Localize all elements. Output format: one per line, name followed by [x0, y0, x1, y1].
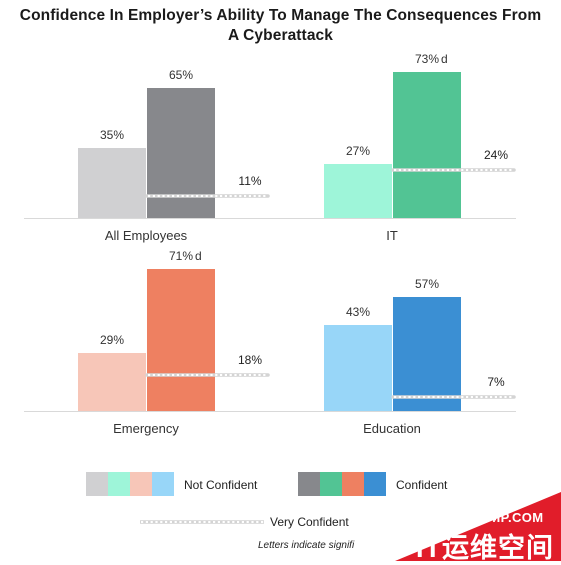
data-label-it-not-confident: 27% [346, 144, 370, 158]
data-label-education-not-confident: 43% [346, 305, 370, 319]
legend-swatch-not-confident-1 [86, 472, 108, 496]
legend-swatch-confident-3 [342, 472, 364, 496]
data-label-education-confident: 57% [415, 277, 439, 291]
bar-education-not-confident [324, 325, 392, 411]
watermark-url: WWW.94IP.COM [440, 510, 544, 525]
bar-it-confident [393, 72, 461, 218]
legend-swatch-not-confident-4 [152, 472, 174, 496]
category-label-education: Education [363, 421, 421, 436]
bar-all-employees-not-confident [78, 148, 146, 218]
legend-very-confident-line [140, 520, 264, 524]
legend-label-confident: Confident [396, 478, 448, 492]
category-label-emergency: Emergency [113, 421, 179, 436]
very-confident-label-it: 24% [484, 148, 508, 162]
legend-swatch-not-confident-3 [130, 472, 152, 496]
legend-swatch-not-confident-2 [108, 472, 130, 496]
bar-education-confident [393, 297, 461, 411]
sig-letter-emergency-confident: d [195, 249, 202, 263]
bar-all-employees-confident [147, 88, 215, 218]
bar-emergency-confident [147, 269, 215, 411]
footnote: Letters indicate signifi [258, 540, 355, 551]
very-confident-label-education: 7% [487, 375, 505, 389]
very-confident-label-emergency: 18% [238, 353, 262, 367]
data-label-emergency-not-confident: 29% [100, 333, 124, 347]
sig-letter-it-confident: d [441, 52, 448, 66]
very-confident-label-all-employees: 11% [238, 174, 261, 188]
category-label-all-employees: All Employees [105, 228, 188, 243]
watermark-text: IT运维空间 [416, 533, 554, 563]
data-label-all-employees-confident: 65% [169, 68, 193, 82]
watermark-background [395, 492, 561, 561]
data-label-all-employees-not-confident: 35% [100, 128, 124, 142]
bar-it-not-confident [324, 164, 392, 218]
data-label-emergency-confident: 71% [169, 249, 193, 263]
category-label-it: IT [386, 228, 398, 243]
chart-title-line-2: A Cyberattack [228, 27, 333, 44]
chart-title: Confidence In Employer’s Ability To Mana… [0, 6, 561, 46]
legend-swatch-confident-4 [364, 472, 386, 496]
legend-label-not-confident: Not Confident [184, 478, 258, 492]
chart-title-line-1: Confidence In Employer’s Ability To Mana… [19, 7, 542, 24]
legend-swatch-confident-2 [320, 472, 342, 496]
legend-swatch-confident-1 [298, 472, 320, 496]
data-label-it-confident: 73% [415, 52, 439, 66]
legend-label-very-confident: Very Confident [270, 515, 349, 529]
bar-emergency-not-confident [78, 353, 146, 411]
